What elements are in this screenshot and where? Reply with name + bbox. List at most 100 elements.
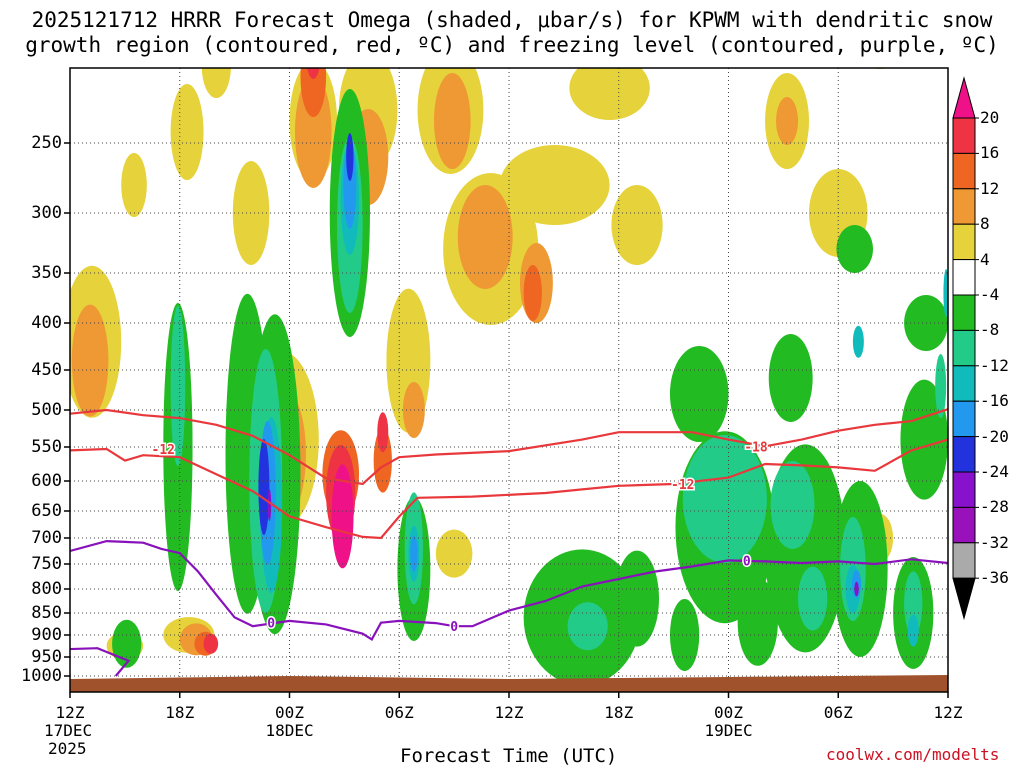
omega-shade-cell — [457, 185, 513, 289]
omega-shade-cell — [307, 28, 316, 60]
x-date-label: 19DEC — [704, 721, 753, 740]
omega-shade-cell — [900, 379, 948, 500]
y-tick-label: 450 — [31, 360, 62, 380]
omega-shade-cell — [402, 382, 425, 438]
colorbar-swatch — [952, 117, 976, 154]
x-tick-label: 00Z — [714, 703, 743, 722]
contour-line — [70, 539, 948, 641]
contour-label: 0 — [450, 620, 458, 635]
omega-shade-cell — [798, 566, 828, 631]
colorbar-tick-label: -32 — [980, 532, 1009, 552]
omega-shade-cell — [523, 265, 542, 321]
colorbar-tick-label: -12 — [980, 355, 1009, 375]
x-axis-label: Forecast Time (UTC) — [400, 745, 618, 767]
y-tick-label: 650 — [31, 501, 62, 521]
omega-shade-cell — [71, 304, 109, 417]
x-tick-label: 06Z — [823, 703, 853, 722]
omega-shade-cell — [770, 461, 815, 549]
omega-shade-cell — [201, 68, 231, 98]
y-tick-label: 850 — [31, 603, 62, 623]
contour-line — [70, 408, 948, 486]
omega-shade-cell — [346, 133, 354, 181]
omega-shade-cell — [852, 325, 864, 358]
colorbar-tick-label: 8 — [980, 214, 990, 234]
omega-shade-cell — [669, 346, 729, 442]
omega-shade-cell — [331, 464, 354, 569]
colorbar-bottom-arrow — [952, 577, 976, 621]
y-tick-label: 900 — [31, 625, 62, 645]
omega-shade-cell — [435, 529, 473, 578]
omega-shade-cell — [373, 428, 392, 493]
omega-shade-cell — [669, 599, 700, 671]
colorbar-swatch — [952, 542, 976, 579]
colorbar-swatch — [952, 329, 976, 367]
colorbar-tick-label: -28 — [980, 497, 1009, 517]
omega-shade-cell — [121, 153, 147, 217]
omega-shade-cell — [307, 68, 320, 79]
contour-label: -12 — [671, 478, 694, 493]
contour-label: 0 — [743, 554, 751, 569]
colorbar-swatch — [952, 471, 976, 508]
omega-shade-cell — [267, 489, 272, 521]
contour-label: -12 — [152, 443, 175, 458]
x-tick-label: 00Z — [275, 703, 304, 722]
x-year-label: 2025 — [48, 739, 87, 758]
omega-shade-cell — [232, 161, 270, 265]
x-tick-label: 18Z — [165, 703, 195, 722]
x-tick-label: 12Z — [933, 703, 963, 722]
x-tick-label: 18Z — [604, 703, 634, 722]
x-tick-label: 06Z — [384, 703, 414, 722]
omega-shade-cell — [776, 97, 799, 145]
colorbar-tick-label: -24 — [980, 462, 1009, 481]
omega-shade-cell — [258, 439, 270, 535]
colorbar-swatch — [952, 436, 976, 473]
omega-shade-cell — [170, 306, 186, 466]
colorbar-tick-label: 20 — [980, 108, 1000, 127]
x-tick-label: 12Z — [55, 703, 85, 722]
colorbar-tick-label: 16 — [980, 143, 1000, 163]
x-tick-label: 12Z — [494, 703, 524, 722]
colorbar-swatch — [952, 294, 976, 331]
omega-shade-cell — [611, 185, 663, 265]
colorbar-tick-label: 12 — [980, 178, 1000, 198]
omega-shade-cell — [907, 614, 919, 647]
colorbar-swatch — [952, 188, 976, 225]
chart-title-line1: 2025121712 HRRR Forecast Omega (shaded, … — [31, 8, 993, 32]
contour-line — [70, 438, 948, 540]
y-tick-label: 950 — [31, 647, 62, 667]
colorbar-swatch — [952, 365, 976, 402]
y-tick-label: 250 — [31, 133, 62, 153]
y-tick-label: 350 — [31, 263, 62, 283]
colorbar-swatch — [952, 506, 976, 544]
colorbar-tick-label: 4 — [980, 249, 990, 269]
omega-shade-cell — [943, 269, 948, 317]
omega-shade-cell — [869, 0, 891, 16]
colorbar-swatch — [952, 400, 976, 438]
credit-link[interactable]: coolwx.com/modelts — [826, 745, 1000, 764]
x-date-label: 18DEC — [265, 721, 314, 740]
omega-shade-cell — [768, 334, 813, 422]
y-tick-label: 300 — [31, 203, 62, 223]
omega-shade-cell — [836, 225, 874, 273]
omega-shade-cell — [682, 435, 767, 563]
omega-shade-cell — [170, 84, 204, 180]
omega-shade-cell — [569, 68, 650, 120]
colorbar-swatch — [952, 223, 976, 261]
colorbar-tick-label: -20 — [980, 426, 1009, 446]
colorbar-tick-label: -4 — [980, 285, 1000, 304]
contour-line — [70, 647, 131, 677]
omega-shade-cell — [434, 73, 471, 169]
x-date-label: 17DEC — [44, 721, 93, 740]
y-tick-label: 600 — [31, 471, 62, 491]
y-tick-label: 750 — [31, 554, 62, 574]
y-tick-label: 700 — [31, 528, 62, 548]
omega-shade-cell — [377, 412, 389, 453]
colorbar-top-arrow — [952, 76, 976, 119]
y-tick-label: 400 — [31, 313, 62, 333]
y-tick-label: 1000 — [21, 666, 62, 686]
y-tick-label: 500 — [31, 400, 62, 420]
contour-label: -18 — [744, 440, 768, 455]
omega-shade-cell — [499, 145, 610, 225]
omega-shade-cell — [904, 571, 923, 636]
